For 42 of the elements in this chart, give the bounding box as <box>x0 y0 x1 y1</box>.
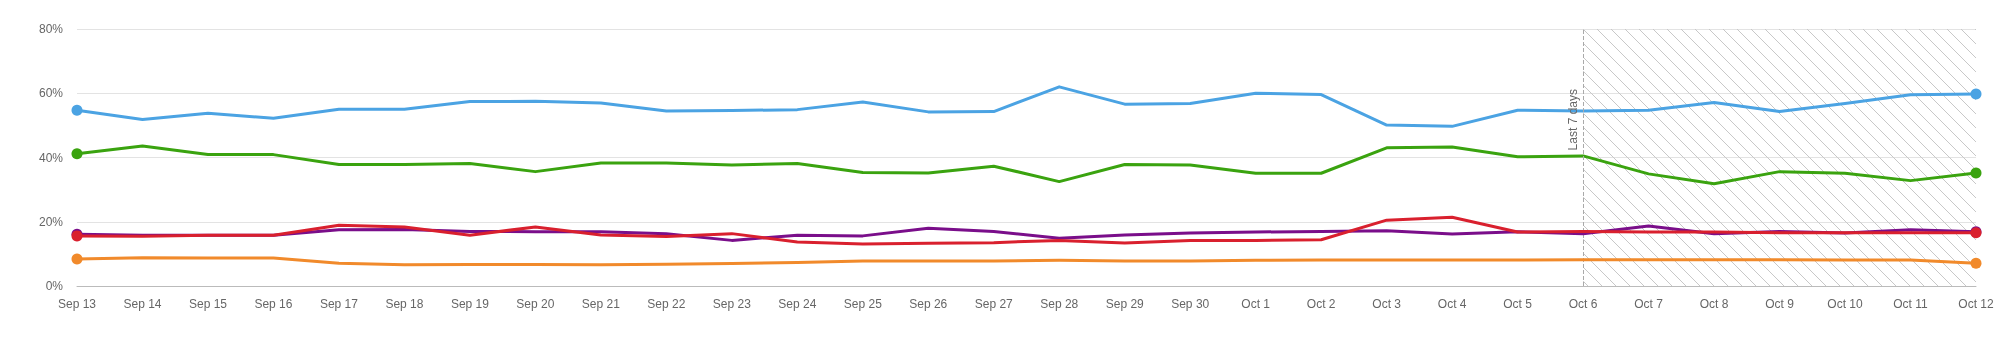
x-tick-label: Oct 3 <box>1372 297 1402 311</box>
x-tick-label: Sep 13 <box>57 297 97 311</box>
point <box>1970 167 1982 179</box>
x-tick-label: Sep 25 <box>843 297 883 311</box>
x-tick-label: Oct 4 <box>1437 297 1467 311</box>
y-tick-label: 0% <box>45 279 64 293</box>
point <box>1970 257 1982 269</box>
x-tick-label: Oct 12 <box>1958 297 1994 311</box>
y-tick-label: 80% <box>38 22 64 36</box>
x-tick-label: Sep 14 <box>123 297 162 311</box>
x-tick-label: Oct 6 <box>1568 297 1598 311</box>
y-tick-label: 20% <box>38 214 64 229</box>
y-tick-label: 60% <box>38 86 64 101</box>
x-tick-label: Sep 16 <box>254 297 293 311</box>
x-tick-label: Oct 5 <box>1503 297 1533 311</box>
x-tick-label: Sep 17 <box>319 297 359 311</box>
x-tick-label: Oct 1 <box>1241 297 1271 311</box>
x-tick-label: Sep 15 <box>188 297 228 311</box>
x-tick-label: Sep 22 <box>647 297 686 311</box>
x-tick-label: Sep 30 <box>1171 297 1210 311</box>
x-tick-label: Oct 7 <box>1634 297 1664 311</box>
x-tick-label: Sep 24 <box>778 297 817 311</box>
x-tick-label: Sep 28 <box>1040 297 1079 311</box>
x-tick-label: Sep 18 <box>385 297 424 311</box>
x-tick-label: Oct 10 <box>1827 297 1864 311</box>
x-tick-label: Sep 26 <box>909 297 948 311</box>
x-tick-label: Sep 27 <box>974 297 1014 311</box>
x-tick-label: Oct 2 <box>1306 297 1336 311</box>
x-tick-label: Oct 11 <box>1893 297 1929 311</box>
point <box>71 104 83 116</box>
x-tick-label: Sep 20 <box>516 297 555 311</box>
ref-line-label: Last 7 days <box>1566 89 1581 151</box>
point <box>1970 88 1982 100</box>
y-tick-label: 40% <box>38 150 64 165</box>
x-tick-label: Sep 21 <box>581 297 621 311</box>
point <box>71 253 83 265</box>
x-tick-label: Oct 9 <box>1765 297 1795 311</box>
x-tick-label: Sep 23 <box>712 297 752 311</box>
x-tick-label: Sep 19 <box>450 297 490 311</box>
x-tick-label: Sep 29 <box>1105 297 1145 311</box>
x-tick-label: Oct 8 <box>1699 297 1729 311</box>
point <box>71 148 83 160</box>
